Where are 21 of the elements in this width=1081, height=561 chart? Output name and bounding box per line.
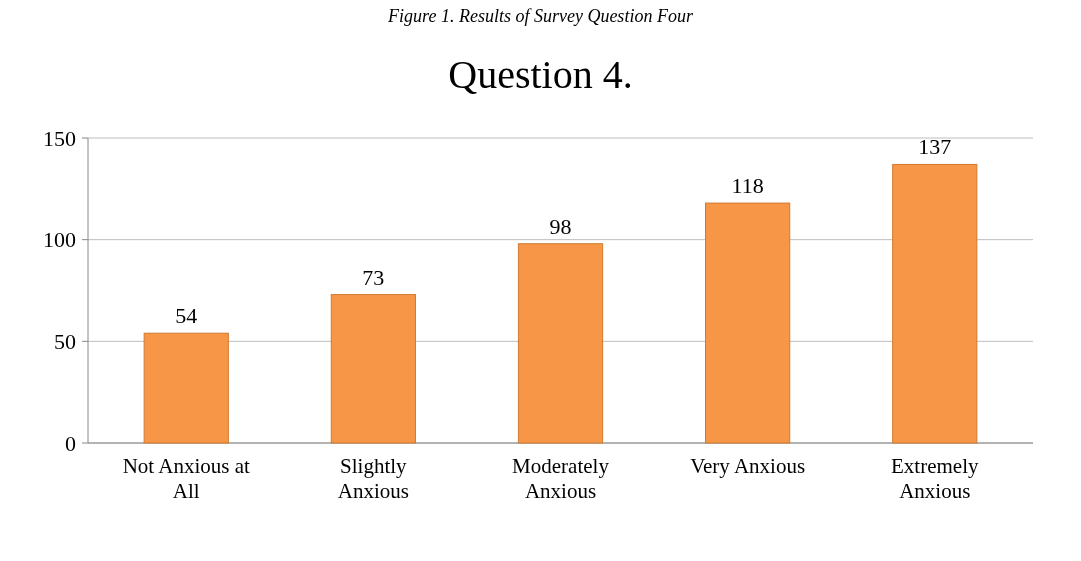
y-tick-label: 0 xyxy=(65,430,76,456)
bar xyxy=(330,294,416,444)
y-tick-label: 100 xyxy=(43,227,76,253)
x-tick-label: Slightly Anxious xyxy=(337,454,409,503)
data-label: 54 xyxy=(175,303,198,329)
x-tick-label: Very Anxious xyxy=(690,454,806,478)
y-tick-label: 150 xyxy=(43,125,76,151)
x-tick-label: Moderately Anxious xyxy=(512,454,610,503)
data-label: 98 xyxy=(549,213,572,239)
data-label: 73 xyxy=(362,264,385,290)
y-tick-label: 50 xyxy=(54,329,76,355)
bar xyxy=(517,243,604,444)
bar xyxy=(143,332,229,444)
bar xyxy=(892,163,978,444)
caption: Figure 1. Results of Survey Question Four xyxy=(387,6,694,26)
x-tick-label: Extremely Anxious xyxy=(891,454,979,503)
data-label: 118 xyxy=(731,173,764,199)
data-label: 137 xyxy=(918,134,952,160)
x-tick-label: Not Anxious at All xyxy=(122,454,250,503)
bar xyxy=(705,202,791,444)
chart-title: Question 4. xyxy=(448,52,633,97)
